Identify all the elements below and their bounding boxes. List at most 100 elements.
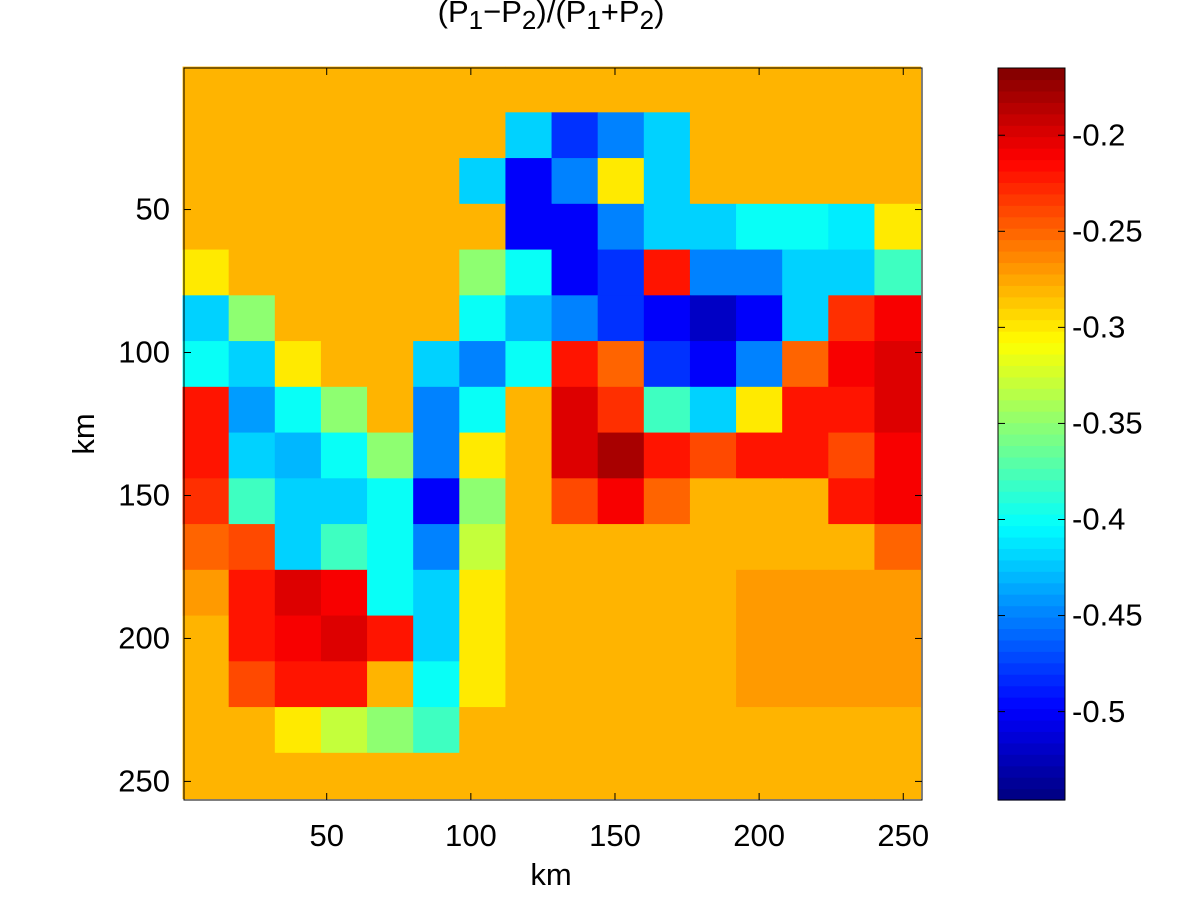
heatmap-cell — [874, 752, 922, 800]
heatmap-cell — [505, 112, 553, 159]
heatmap-cell — [274, 112, 322, 159]
heatmap-cell — [182, 707, 230, 754]
heatmap-cell — [689, 569, 737, 617]
heatmap-cell — [505, 203, 553, 251]
heatmap-cell — [828, 569, 875, 617]
heatmap-cell — [782, 158, 829, 205]
heatmap-cell — [828, 158, 875, 205]
heatmap-cell — [274, 432, 322, 479]
heatmap-cell — [274, 615, 322, 662]
heatmap-cell — [736, 615, 783, 662]
heatmap-cell — [182, 569, 230, 617]
colorbar-strip — [998, 388, 1065, 401]
heatmap-cell — [367, 569, 414, 617]
heatmap-cell — [736, 112, 783, 159]
heatmap-cell — [367, 295, 414, 342]
heatmap-cell — [228, 112, 276, 159]
heatmap-cell — [736, 478, 783, 525]
heatmap-cell — [274, 478, 322, 525]
heatmap-cell — [782, 341, 829, 388]
heatmap-cell — [274, 203, 322, 251]
heatmap-cell — [643, 707, 691, 754]
heatmap-cell — [736, 158, 783, 205]
heatmap-cell — [320, 752, 368, 800]
heatmap-cell — [874, 112, 922, 159]
heatmap-cell — [689, 615, 737, 662]
heatmap-cell — [551, 569, 599, 617]
y-tick-label: 150 — [118, 478, 170, 513]
heatmap-cell — [413, 386, 460, 434]
heatmap-cell — [320, 203, 368, 251]
heatmap-cell — [505, 478, 553, 525]
heatmap-cell — [413, 569, 460, 617]
heatmap-cell — [551, 249, 599, 296]
heatmap-cell — [228, 524, 276, 571]
heatmap-cell — [320, 66, 368, 113]
heatmap-cell — [689, 752, 737, 800]
heatmap-cell — [643, 432, 691, 479]
colorbar-strip — [998, 434, 1065, 447]
heatmap-cell — [597, 432, 645, 479]
heatmap-cell — [228, 707, 276, 754]
heatmap-cell — [274, 524, 322, 571]
colorbar-strip — [998, 376, 1065, 389]
heatmap-cell — [828, 524, 875, 571]
colorbar-strip — [998, 731, 1065, 744]
heatmap-cell — [874, 661, 922, 708]
heatmap-cell — [367, 386, 414, 434]
heatmap-cell — [736, 569, 783, 617]
colorbar-strip — [998, 136, 1065, 149]
heatmap-cell — [320, 386, 368, 434]
heatmap-cell — [320, 158, 368, 205]
colorbar-strip — [998, 594, 1065, 607]
heatmap-cell — [320, 707, 368, 754]
colorbar-strip — [998, 79, 1065, 92]
heatmap-cell — [874, 295, 922, 342]
heatmap-cell — [320, 341, 368, 388]
heatmap-cell — [367, 203, 414, 251]
heatmap-cell — [505, 249, 553, 296]
colorbar-strip — [998, 468, 1065, 481]
heatmap-cell — [782, 386, 829, 434]
heatmap-cell — [413, 661, 460, 708]
colorbar-strip — [998, 251, 1065, 264]
heatmap-cell — [828, 386, 875, 434]
heatmap-cell — [736, 295, 783, 342]
colorbar-strip — [998, 148, 1065, 161]
heatmap-cell — [551, 341, 599, 388]
heatmap-cell — [367, 66, 414, 113]
heatmap-cell — [413, 478, 460, 525]
heatmap-cell — [782, 661, 829, 708]
axes: 50 100 150 200 250 50 100 150 200 250 — [118, 67, 929, 853]
heatmap-cell — [828, 661, 875, 708]
colorbar-strip — [998, 742, 1065, 755]
heatmap-cell — [736, 203, 783, 251]
heatmap-cell — [828, 752, 875, 800]
heatmap-cell — [228, 661, 276, 708]
heatmap-cell — [874, 203, 922, 251]
colorbar-strip — [998, 90, 1065, 103]
heatmap-cell — [874, 707, 922, 754]
colorbar-strip — [998, 422, 1065, 435]
colorbar-strip — [998, 651, 1065, 664]
heatmap-cell — [228, 66, 276, 113]
heatmap-cell — [689, 158, 737, 205]
colorbar-strip — [998, 491, 1065, 504]
y-axis-label: km — [66, 413, 101, 454]
heatmap-cell — [643, 752, 691, 800]
x-tick-label: 250 — [877, 818, 929, 853]
heatmap-cell — [228, 478, 276, 525]
heatmap-cell — [689, 66, 737, 113]
heatmap-cell — [459, 432, 506, 479]
heatmap-cell — [643, 386, 691, 434]
heatmap-cell — [274, 66, 322, 113]
heatmap-cell — [782, 249, 829, 296]
heatmap-cell — [320, 661, 368, 708]
heatmap-cell — [320, 432, 368, 479]
heatmap-cell — [828, 615, 875, 662]
colorbar-strip — [998, 445, 1065, 458]
heatmap-cell — [597, 478, 645, 525]
colorbar-strip — [998, 605, 1065, 618]
heatmap-cell — [320, 615, 368, 662]
heatmap-cell — [182, 661, 230, 708]
